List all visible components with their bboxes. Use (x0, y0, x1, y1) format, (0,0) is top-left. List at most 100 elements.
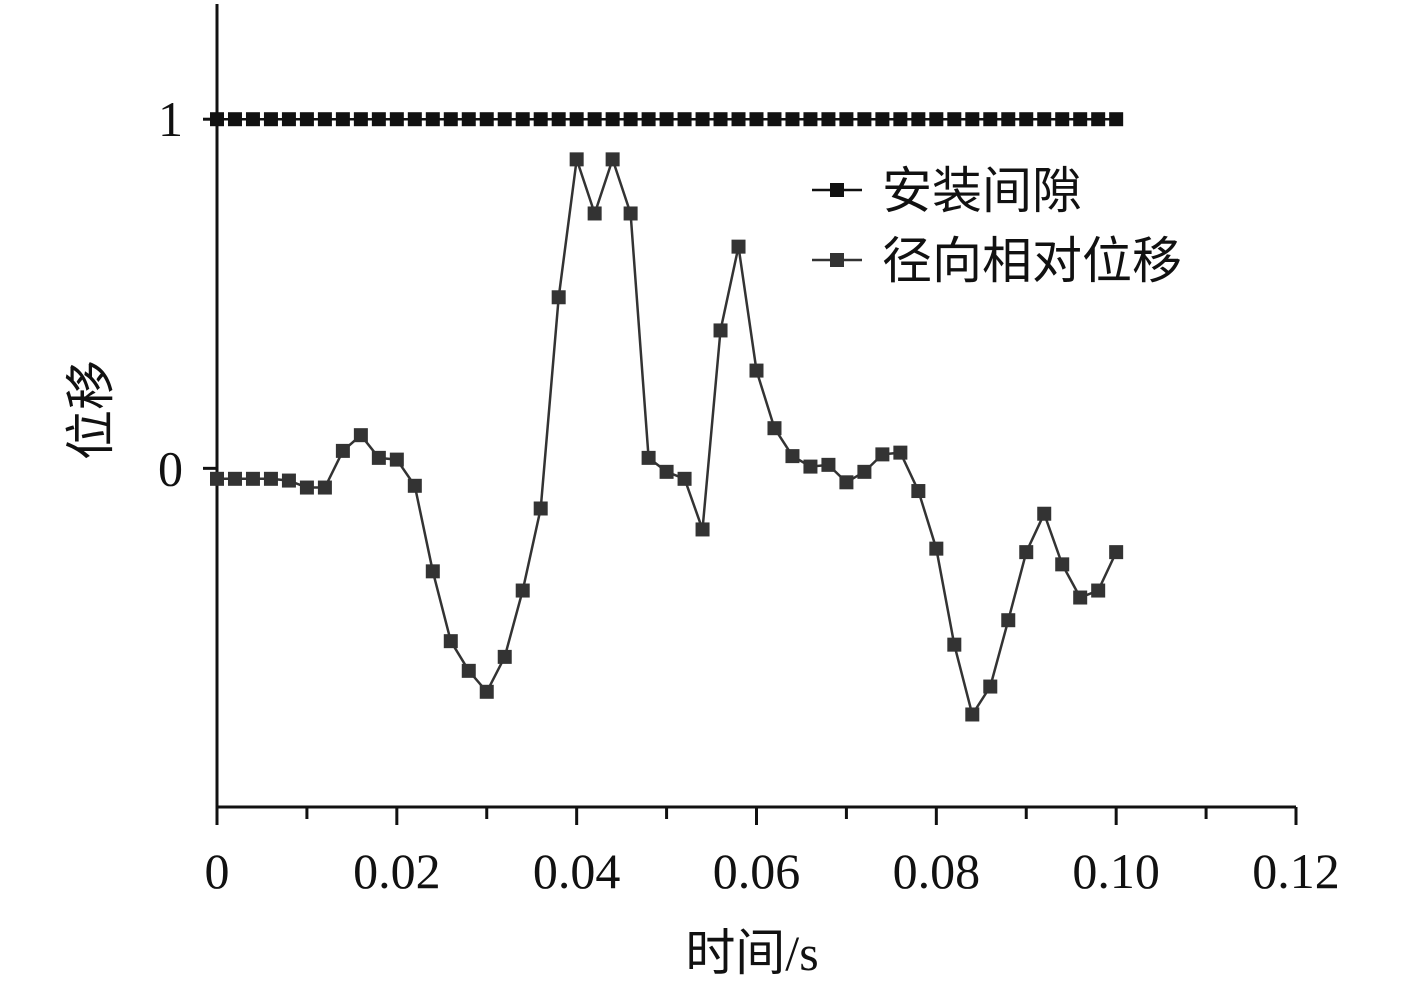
legend-marker-1 (830, 183, 844, 197)
series-2-point (389, 452, 404, 467)
y-tick-label: 1 (158, 91, 183, 147)
series-1-point (335, 112, 350, 127)
series-2-point (443, 634, 458, 649)
series-2-point (983, 679, 998, 694)
y-tick-label: 0 (158, 440, 183, 496)
series-2-point (803, 459, 818, 474)
x-axis-title: 时间/s (685, 925, 818, 981)
series-1-point (875, 112, 890, 127)
series-2-point (227, 471, 242, 486)
series-2-point (1019, 545, 1034, 560)
series-2-point (821, 457, 836, 472)
series-2-point (839, 475, 854, 490)
series-2-point (713, 323, 728, 338)
series-2-point (605, 152, 620, 167)
series-2-point (587, 206, 602, 221)
series-2-point (1091, 583, 1106, 598)
series-2-point (479, 684, 494, 699)
series-1-point (731, 112, 746, 127)
series-1-point (551, 112, 566, 127)
series-1-point (803, 112, 818, 127)
series-1-point (965, 112, 980, 127)
series-2-point (641, 450, 656, 465)
series-2-point (263, 471, 278, 486)
series-1-point (929, 112, 944, 127)
series-1-point (605, 112, 620, 127)
series-1-point (299, 112, 314, 127)
series-2-point (425, 564, 440, 579)
series-2-point (785, 449, 800, 464)
series-1-point (479, 112, 494, 127)
series-2-point (659, 464, 674, 479)
series-1-point (497, 112, 512, 127)
x-tick-label: 0 (205, 843, 230, 899)
series-1-point (1001, 112, 1016, 127)
series-1-point (1019, 112, 1034, 127)
series-2-point (533, 501, 548, 516)
series-2-point (461, 663, 476, 678)
series-1-point (461, 112, 476, 127)
series-1-point (533, 112, 548, 127)
series-2-point (281, 473, 296, 488)
x-tick-label: 0.10 (1072, 843, 1160, 899)
y-axis-title: 位移 (63, 360, 119, 460)
series-1-point (839, 112, 854, 127)
series-2-point (695, 522, 710, 537)
series-2-point (551, 290, 566, 305)
series-2-point (929, 541, 944, 556)
series-1-point (1109, 112, 1124, 127)
series-1-point (947, 112, 962, 127)
series-1-point (569, 112, 584, 127)
series-1-point (1037, 112, 1052, 127)
series-1-point (389, 112, 404, 127)
series-1-point (659, 112, 674, 127)
series-2-point (317, 480, 332, 495)
series-2-point (893, 445, 908, 460)
series-2-point (299, 480, 314, 495)
series-2-point (749, 363, 764, 378)
series-2-point (353, 428, 368, 443)
series-1-point (353, 112, 368, 127)
series-2-point (911, 484, 926, 499)
series-1-point (749, 112, 764, 127)
x-tick-label: 0.06 (713, 843, 801, 899)
y-ticks: 01 (158, 91, 217, 496)
series-2-point (767, 421, 782, 436)
legend-label-1: 安装间隙 (882, 163, 1082, 219)
series-2-point (1109, 545, 1124, 560)
series-1-point (677, 112, 692, 127)
series-2-point (335, 443, 350, 458)
series-1-point (713, 112, 728, 127)
x-tick-label: 0.08 (893, 843, 981, 899)
series-1-point (695, 112, 710, 127)
x-tick-label: 0.02 (353, 843, 441, 899)
series-2-point (677, 471, 692, 486)
series-1-point (281, 112, 296, 127)
series-1-point (857, 112, 872, 127)
x-tick-label: 0.12 (1252, 843, 1340, 899)
series-1-point (983, 112, 998, 127)
series-2-point (1055, 557, 1070, 572)
series-1-point (767, 112, 782, 127)
series-1-point (263, 112, 278, 127)
series-1-point (371, 112, 386, 127)
series-1-point (227, 112, 242, 127)
series-1-point (587, 112, 602, 127)
legend-label-2: 径向相对位移 (882, 233, 1182, 289)
x-ticks: 0 0.02 0.04 0.06 0.08 0.10 0.12 (205, 807, 1340, 899)
series-2-point (569, 152, 584, 167)
series-2-point (875, 447, 890, 462)
series-2-point (1073, 590, 1088, 605)
series-2-point (1001, 613, 1016, 628)
series-2-point (245, 471, 260, 486)
series-2-point (857, 464, 872, 479)
series-1-point (425, 112, 440, 127)
series-1-point (785, 112, 800, 127)
series-1-point (245, 112, 260, 127)
series-2-point (965, 707, 980, 722)
series-2-point (731, 239, 746, 254)
series-1-point (821, 112, 836, 127)
series-1-point (893, 112, 908, 127)
series-2-point (497, 649, 512, 664)
